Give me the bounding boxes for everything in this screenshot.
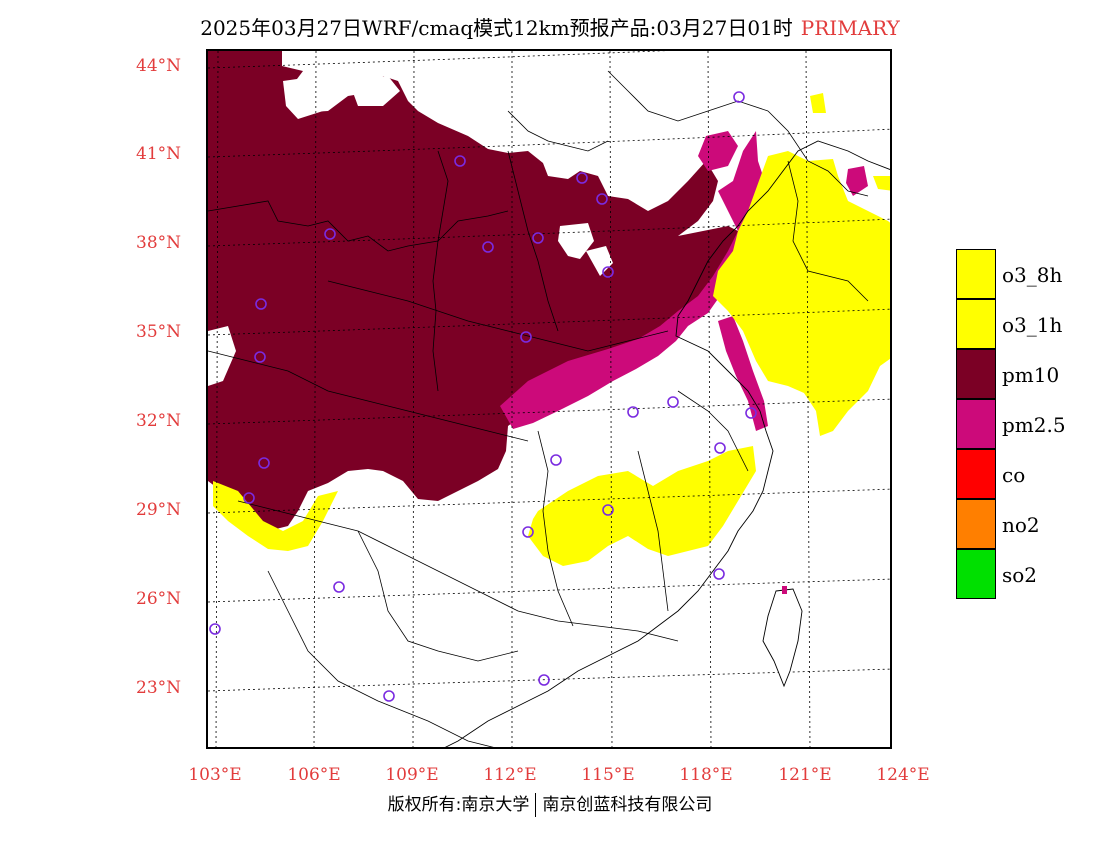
title-main: 2025年03月27日WRF/cmaq模式12km预报产品:03月27日01时 [200,16,793,40]
coastline [444,140,890,747]
map-title: 2025年03月27日WRF/cmaq模式12km预报产品:03月27日01时 P… [0,12,1100,41]
o3-region-east [713,151,890,436]
lon-label-103: 103°E [188,765,242,785]
legend-swatch-o3-1h [956,299,996,349]
lat-label-38: 38°N [136,233,182,253]
taiwan-outline [762,588,803,688]
taiwan-marker [782,586,787,594]
lon-label-115: 115°E [581,765,635,785]
legend-swatch-pm10 [956,349,996,399]
lat-label-23: 23°N [136,678,182,698]
legend-swatch-co [956,449,996,499]
monitoring-sites [209,91,757,702]
clear-area-central-2 [586,246,613,276]
legend-swatch-o3-8h [956,249,996,299]
pm25-spot-ne [846,166,868,196]
clear-area-north [283,76,326,119]
pm10-region [208,51,748,531]
lat-label-26: 26°N [136,589,182,609]
copyright-left: 版权所有:南京大学 [387,795,530,815]
title-tag: PRIMARY [800,16,900,40]
legend-swatch-no2 [956,499,996,549]
o3-spot-north [810,93,826,113]
clear-area-west [208,326,236,386]
lon-label-112: 112°E [483,765,537,785]
lon-label-106: 106°E [287,765,341,785]
o3-region-southeast [528,446,756,566]
copyright-separator [535,793,537,817]
lat-label-44: 44°N [136,56,182,76]
map-svg [208,51,890,747]
lat-label-29: 29°N [136,500,182,520]
pm25-band-east [500,131,768,429]
pm25-band-coast [718,316,768,431]
legend-label-so2: so2 [1002,563,1038,587]
province-boundaries [208,70,869,747]
lon-label-124: 124°E [876,765,930,785]
lon-label-118: 118°E [679,765,733,785]
legend-swatch-pm25 [956,399,996,449]
lat-label-41: 41°N [136,144,182,164]
legend-label-o3-8h: o3_8h [1002,263,1063,287]
legend-label-o3-1h: o3_1h [1002,313,1063,337]
legend-swatch-so2 [956,549,996,599]
lat-label-32: 32°N [136,411,182,431]
copyright-right: 南京创蓝科技有限公司 [542,795,713,815]
legend-label-pm10: pm10 [1002,363,1060,387]
lon-label-121: 121°E [778,765,832,785]
o3-region-ne-corner [873,176,890,191]
lat-label-35: 35°N [136,322,182,342]
clear-area-north-2 [348,76,400,106]
legend-label-co: co [1002,463,1026,487]
legend-label-no2: no2 [1002,513,1040,537]
clear-area-central [558,223,594,259]
lon-label-109: 109°E [385,765,439,785]
pm25-band-north [698,131,738,171]
legend-label-pm25: pm2.5 [1002,413,1066,437]
pollutant-map [206,49,892,749]
copyright: 版权所有:南京大学 南京创蓝科技有限公司 [0,790,1100,817]
